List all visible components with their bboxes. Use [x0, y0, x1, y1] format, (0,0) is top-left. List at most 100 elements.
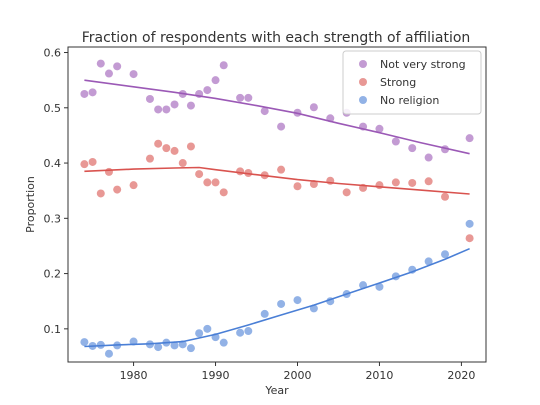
- data-point: [186, 344, 195, 353]
- data-point: [277, 299, 286, 308]
- series-strong: [80, 139, 474, 243]
- data-point: [80, 338, 89, 347]
- data-point: [465, 134, 474, 143]
- x-tick-label: 2020: [447, 369, 475, 382]
- y-axis-label: Proportion: [24, 176, 37, 233]
- legend-box: [342, 50, 482, 115]
- y-tick-label: 0.4: [44, 157, 62, 170]
- x-tick-label: 2000: [283, 369, 311, 382]
- data-point: [260, 107, 269, 116]
- data-point: [129, 70, 138, 79]
- data-point: [391, 137, 400, 146]
- data-point: [236, 167, 245, 176]
- x-tick-label: 2010: [365, 369, 393, 382]
- data-point: [293, 296, 302, 305]
- data-point: [244, 93, 253, 102]
- data-point: [219, 338, 228, 347]
- data-point: [154, 105, 163, 114]
- y-tick-label: 0.3: [44, 212, 62, 225]
- data-point: [441, 192, 450, 201]
- data-point: [154, 139, 163, 148]
- series-layer: [80, 59, 474, 358]
- data-point: [195, 170, 204, 179]
- data-point: [424, 153, 433, 162]
- data-point: [96, 189, 105, 198]
- series-not-very-strong: [80, 59, 474, 162]
- chart-title: Fraction of respondents with each streng…: [82, 30, 471, 46]
- data-point: [277, 165, 286, 174]
- data-point: [162, 144, 171, 153]
- data-point: [88, 88, 97, 97]
- data-point: [465, 219, 474, 228]
- y-tick-label: 0.1: [44, 323, 62, 336]
- data-point: [391, 178, 400, 187]
- legend-marker: [359, 96, 367, 104]
- data-point: [178, 159, 187, 168]
- data-point: [244, 327, 253, 336]
- y-tick-label: 0.5: [44, 102, 62, 115]
- data-point: [441, 250, 450, 259]
- data-point: [342, 188, 351, 197]
- data-point: [277, 122, 286, 131]
- data-point: [162, 105, 171, 114]
- trend-line: [84, 166, 470, 195]
- data-point: [104, 167, 113, 176]
- data-point: [408, 178, 417, 187]
- data-point: [186, 142, 195, 151]
- data-point: [154, 343, 163, 352]
- trend-line: [84, 247, 470, 348]
- data-point: [203, 86, 212, 95]
- y-tick-label: 0.2: [44, 268, 62, 281]
- data-point: [219, 188, 228, 197]
- data-point: [129, 181, 138, 190]
- data-point: [170, 341, 179, 350]
- data-point: [203, 178, 212, 187]
- data-point: [260, 309, 269, 318]
- data-point: [170, 146, 179, 155]
- data-point: [113, 185, 122, 194]
- data-point: [113, 62, 122, 71]
- y-tick-label: 0.6: [44, 47, 62, 60]
- data-point: [375, 124, 384, 133]
- series-no-religion: [80, 219, 474, 358]
- data-point: [203, 324, 212, 333]
- legend-marker: [359, 60, 367, 68]
- x-axis-ticks: 1980 1990 2000 2010 2020: [120, 362, 475, 382]
- legend-marker: [359, 78, 367, 86]
- data-point: [104, 69, 113, 78]
- data-point: [186, 101, 195, 110]
- data-point: [309, 103, 318, 112]
- data-point: [408, 144, 417, 153]
- data-point: [219, 61, 228, 70]
- legend-label: No religion: [380, 94, 439, 107]
- data-point: [145, 94, 154, 103]
- x-tick-label: 1980: [120, 369, 148, 382]
- data-point: [80, 89, 89, 98]
- data-point: [96, 340, 105, 349]
- data-point: [375, 282, 384, 291]
- data-point: [211, 76, 220, 85]
- data-point: [293, 182, 302, 191]
- data-point: [236, 93, 245, 102]
- legend-label: Not very strong: [380, 58, 466, 71]
- trend-line: [84, 79, 470, 155]
- plot-area: [67, 46, 487, 363]
- data-point: [145, 154, 154, 163]
- data-point: [236, 328, 245, 337]
- data-point: [96, 59, 105, 68]
- data-point: [211, 178, 220, 187]
- x-axis-label: Year: [264, 384, 289, 397]
- data-point: [80, 160, 89, 169]
- legend-label: Strong: [380, 76, 416, 89]
- legend: Not very strong Strong No religion: [342, 50, 482, 115]
- data-point: [88, 157, 97, 166]
- data-point: [170, 100, 179, 109]
- data-point: [375, 181, 384, 190]
- data-point: [104, 349, 113, 358]
- x-tick-label: 1990: [202, 369, 230, 382]
- data-point: [424, 257, 433, 266]
- y-axis-ticks: 0.1 0.2 0.3 0.4 0.5 0.6: [44, 47, 68, 336]
- data-point: [424, 177, 433, 186]
- data-point: [465, 234, 474, 243]
